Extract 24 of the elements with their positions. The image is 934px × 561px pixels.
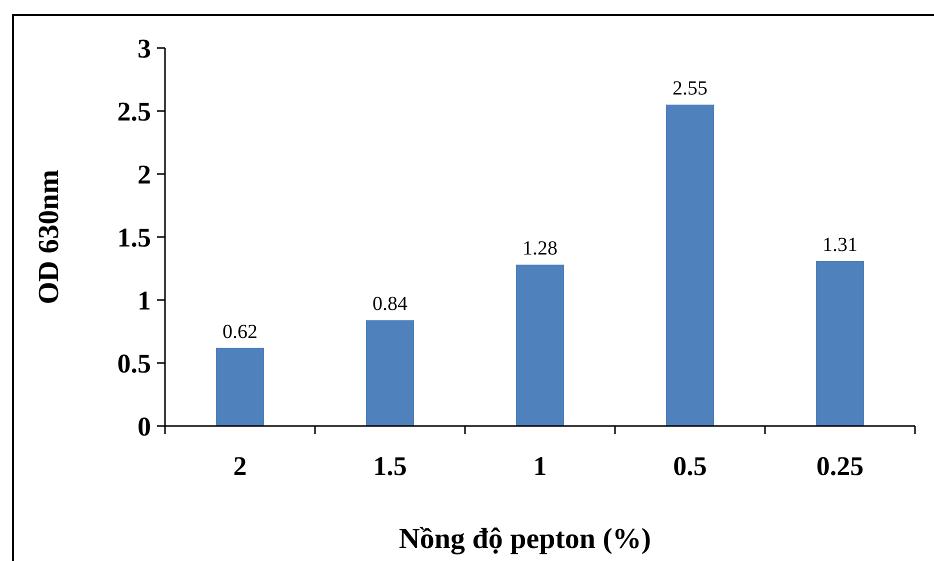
- x-tick-label: 1: [533, 451, 547, 481]
- bar: [666, 104, 714, 426]
- x-axis-title: Nồng độ pepton (%): [398, 523, 652, 555]
- x-tick-label: 0.25: [816, 451, 864, 481]
- x-tick-label: 0.5: [673, 451, 707, 481]
- x-tick-label: 1.5: [373, 451, 407, 481]
- y-tick-label: 2.5: [117, 96, 151, 126]
- y-tick-label: 2: [138, 159, 151, 190]
- y-tick-label: 0.5: [117, 348, 151, 378]
- y-tick-label: 1: [138, 285, 151, 316]
- data-label: 0.84: [372, 293, 408, 316]
- y-tick-label: 0: [138, 411, 151, 442]
- bar: [816, 260, 864, 426]
- data-label: 1.31: [822, 234, 858, 256]
- data-label: 2.55: [672, 78, 708, 100]
- bar: [516, 264, 564, 426]
- bar: [216, 348, 264, 426]
- x-tick-label: 2: [233, 451, 247, 481]
- y-tick-label: 3: [138, 33, 151, 64]
- data-label: 0.62: [222, 320, 258, 343]
- bar: [366, 320, 414, 426]
- y-axis-title: OD 630nm: [33, 170, 65, 304]
- data-label: 1.28: [522, 238, 558, 260]
- y-tick-label: 1.5: [117, 222, 151, 252]
